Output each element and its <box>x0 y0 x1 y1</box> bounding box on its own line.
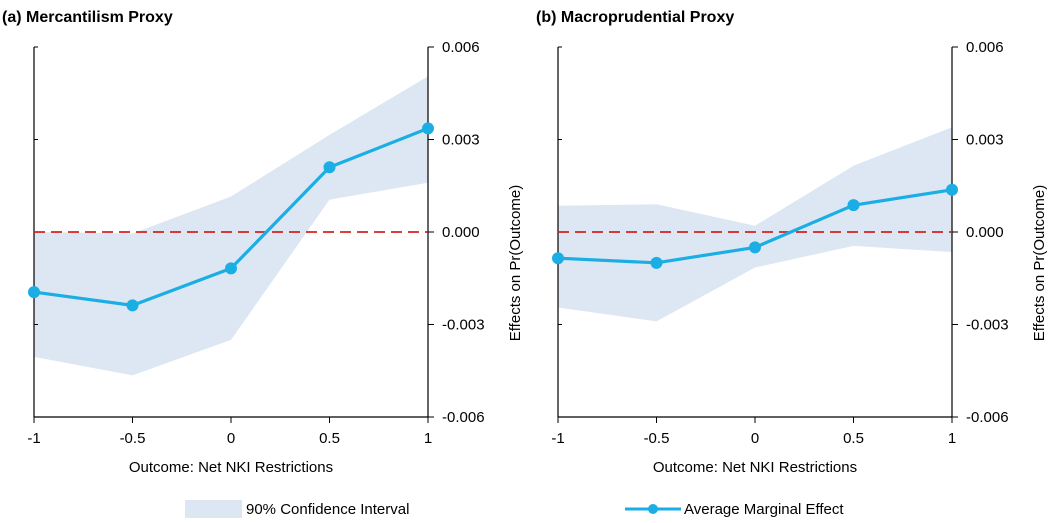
x-tick-label: 0 <box>227 430 235 447</box>
legend-ci-label: 90% Confidence Interval <box>246 501 409 518</box>
confidence-band <box>34 76 428 376</box>
x-tick-label: 1 <box>948 430 956 447</box>
legend-ame-marker <box>648 504 658 514</box>
panel-mercantilism: (a) Mercantilism Proxy -1 -0.5 0 0.5 1 0.006… <box>2 9 524 476</box>
y-tick-labels: 0.006 0.003 0.000 -0.003 -0.006 <box>442 39 485 426</box>
y-tick-label: -0.006 <box>966 409 1009 426</box>
y-tick-label: 0.003 <box>966 132 1004 149</box>
ame-point <box>847 199 860 212</box>
y-tick-label: 0.000 <box>966 224 1004 241</box>
series-line-layer <box>28 122 434 312</box>
confidence-band <box>558 127 952 322</box>
x-tick-labels: -1 -0.5 0 0.5 1 <box>551 430 956 447</box>
legend-ci-swatch <box>185 500 242 518</box>
ame-point <box>28 286 40 299</box>
y-axis-label: Effects on Pr(Outcome) <box>1031 185 1048 341</box>
x-axis-label: Outcome: Net NKI Restrictions <box>653 459 857 476</box>
ame-point <box>225 262 237 275</box>
x-tick-label: -1 <box>27 430 40 447</box>
legend-ame-label: Average Marginal Effect <box>684 501 844 518</box>
ame-point <box>650 256 663 269</box>
x-tick-label: 0.5 <box>319 430 340 447</box>
y-tick-label: 0.006 <box>442 39 480 56</box>
ame-point <box>422 122 434 135</box>
y-tick-label: 0.003 <box>442 132 480 149</box>
y-tick-label: -0.003 <box>966 317 1009 334</box>
x-tick-label: -0.5 <box>644 430 670 447</box>
series-line-layer <box>552 183 958 269</box>
ame-point <box>749 241 761 254</box>
y-tick-label: 0.000 <box>442 224 480 241</box>
x-tick-labels: -1 -0.5 0 0.5 1 <box>27 430 432 447</box>
x-tick-label: 0 <box>751 430 759 447</box>
panel-title: (b) Macroprudential Proxy <box>536 9 734 26</box>
y-tick-label: -0.006 <box>442 409 485 426</box>
panel-macroprudential: (b) Macroprudential Proxy -1 -0.5 0 0.5 1 0.… <box>536 9 1048 476</box>
panel-title: (a) Mercantilism Proxy <box>2 9 173 26</box>
legend: 90% Confidence Interval Average Marginal… <box>185 500 844 518</box>
x-tick-label: -1 <box>551 430 564 447</box>
y-tick-label: 0.006 <box>966 39 1004 56</box>
x-tick-label: 0.5 <box>843 430 864 447</box>
ame-point <box>323 161 336 174</box>
confidence-band-layer <box>34 76 428 376</box>
ame-point <box>946 183 958 196</box>
confidence-band-layer <box>558 127 952 322</box>
y-axis-label: Effects on Pr(Outcome) <box>507 185 524 341</box>
y-tick-labels: 0.006 0.003 0.000 -0.003 -0.006 <box>966 39 1009 426</box>
ame-point <box>126 299 139 312</box>
y-tick-label: -0.003 <box>442 317 485 334</box>
x-tick-label: 1 <box>424 430 432 447</box>
x-tick-label: -0.5 <box>120 430 146 447</box>
ame-point <box>552 252 564 265</box>
x-axis-label: Outcome: Net NKI Restrictions <box>129 459 333 476</box>
